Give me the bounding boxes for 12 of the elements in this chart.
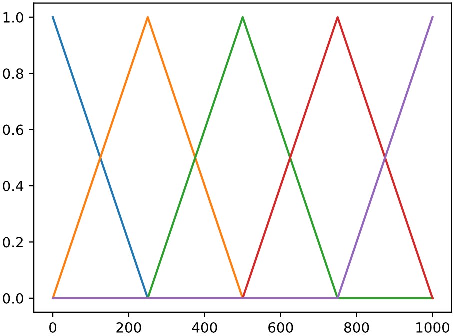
y-tick-label: 1.0 bbox=[4, 12, 24, 23]
y-tick-label: 0.0 bbox=[3, 293, 24, 304]
x-tick-label: 600 bbox=[268, 322, 294, 333]
x-tick-label: 0 bbox=[50, 322, 57, 333]
y-tick-label: 0.2 bbox=[3, 237, 23, 248]
y-tick-label: 0.8 bbox=[3, 68, 24, 80]
y-tick-label: 0.6 bbox=[3, 124, 24, 136]
y-tick-label: 0.4 bbox=[3, 180, 24, 192]
x-tick-label: 1000 bbox=[416, 322, 450, 333]
x-tick-label: 800 bbox=[344, 322, 370, 333]
x-tick-label: 200 bbox=[116, 322, 142, 333]
x-tick-label: 400 bbox=[192, 322, 218, 333]
